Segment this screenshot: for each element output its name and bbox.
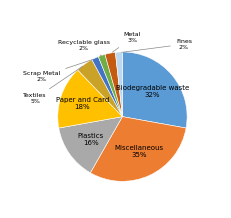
Text: Fines
2%: Fines 2% — [122, 39, 192, 52]
Text: Biodegradable waste
32%: Biodegradable waste 32% — [116, 85, 189, 98]
Text: Textiles
5%: Textiles 5% — [23, 66, 82, 104]
Wedge shape — [122, 52, 187, 128]
Wedge shape — [105, 52, 122, 117]
Wedge shape — [58, 70, 122, 128]
Text: Metal
3%: Metal 3% — [112, 32, 141, 52]
Wedge shape — [98, 54, 122, 117]
Text: Paper and Card
18%: Paper and Card 18% — [56, 97, 109, 110]
Wedge shape — [92, 57, 122, 117]
Wedge shape — [78, 60, 122, 117]
Text: Scrap Metal
2%: Scrap Metal 2% — [23, 60, 93, 82]
Wedge shape — [90, 117, 186, 181]
Text: Recyclable glass
2%: Recyclable glass 2% — [58, 40, 110, 56]
Wedge shape — [115, 52, 122, 117]
Wedge shape — [59, 117, 122, 173]
Text: Plastics
16%: Plastics 16% — [78, 133, 104, 145]
Text: Miscellaneous
35%: Miscellaneous 35% — [114, 145, 163, 158]
